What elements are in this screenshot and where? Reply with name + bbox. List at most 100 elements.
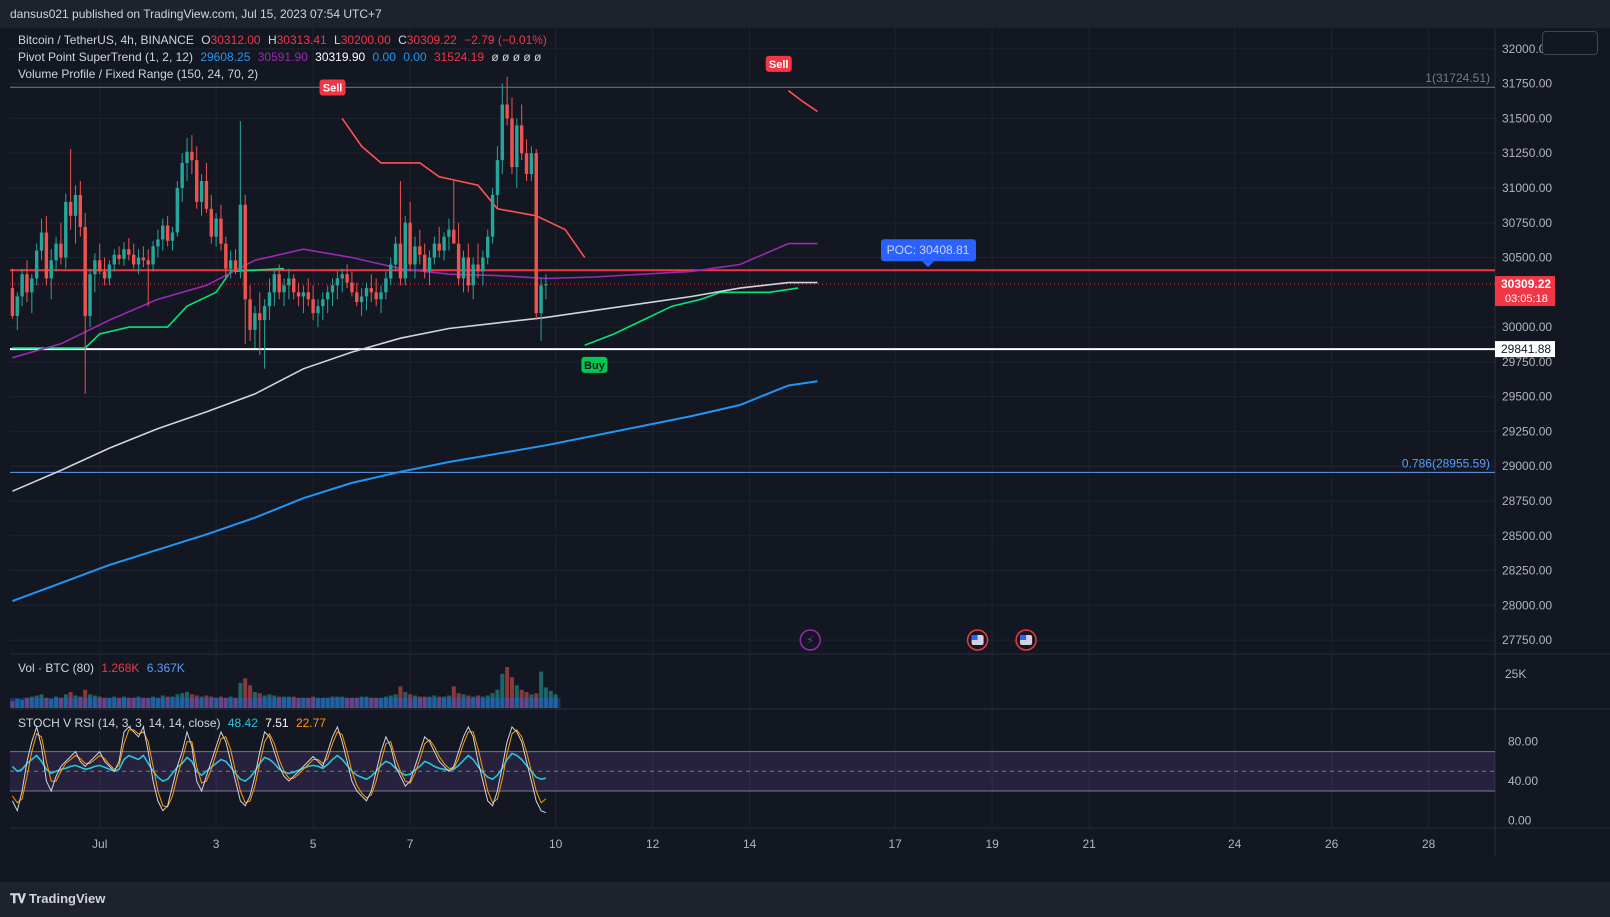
signal-label-sell: Sell: [769, 59, 789, 71]
candle-body: [165, 225, 170, 241]
volume-bar: [422, 696, 427, 708]
volume-bar: [539, 671, 544, 708]
time-tick-label: 10: [549, 837, 563, 851]
price-tick-label: 28500.00: [1502, 529, 1552, 543]
tradingview-logo[interactable]: 𝐓𝐕 TradingView: [10, 891, 105, 907]
candle-body: [54, 243, 58, 261]
legend-volume-profile[interactable]: Volume Profile / Fixed Range (150, 24, 7…: [18, 67, 262, 81]
candle-body: [437, 243, 441, 251]
volume-bar: [73, 695, 78, 708]
volume-bar: [29, 696, 34, 708]
volume-bar: [359, 696, 364, 708]
candle-body: [481, 257, 485, 272]
candle-body: [107, 264, 112, 279]
candle-body: [432, 243, 437, 258]
candle-body: [258, 313, 262, 321]
time-tick-label: 12: [646, 837, 660, 851]
candle-body: [175, 187, 180, 233]
signal-badge-sell: [765, 55, 792, 72]
candle-body: [214, 218, 218, 237]
candle-body: [25, 274, 29, 293]
candle-body: [131, 254, 136, 265]
fib-label: 1(31724.51): [1425, 71, 1490, 85]
volume-bar: [68, 692, 73, 708]
volume-bar: [44, 697, 49, 708]
volume-bar: [185, 692, 190, 708]
candle-body: [534, 153, 538, 314]
candle-body: [98, 260, 102, 272]
volume-bar: [63, 694, 68, 708]
volume-value-1: 1.268K: [101, 661, 140, 675]
volume-bar: [543, 687, 548, 708]
supertrend-value-6: 31524.19: [433, 50, 485, 64]
chart-svg[interactable]: Sell Sell Buy POC: 30408.81 1(31724.51) 0.786…: [10, 28, 1610, 882]
volume-bar: [383, 696, 388, 708]
volume-bar: [369, 697, 374, 708]
legend-stoch-rsi[interactable]: STOCH V RSI (14, 3, 3, 14, 14, close) 48…: [18, 716, 330, 730]
chart-area[interactable]: Sell Sell Buy POC: 30408.81 1(31724.51) 0.786…: [10, 28, 1610, 882]
us-flag-event-icon-canton: [1020, 635, 1027, 640]
candle-body: [262, 306, 267, 321]
candle-body: [185, 151, 189, 163]
price-tick-label: 30000.00: [1502, 320, 1552, 334]
legend-c-label: C: [398, 33, 407, 47]
volume-bar: [233, 697, 238, 708]
volume-bar: [243, 678, 248, 708]
volume-bar: [446, 695, 451, 708]
candle-body: [170, 232, 175, 241]
legend-supertrend[interactable]: Pivot Point SuperTrend (1, 2, 12) 29608.…: [18, 50, 545, 64]
candle-body: [161, 225, 165, 240]
candle-body: [122, 249, 126, 259]
candle-body: [345, 274, 349, 283]
volume-bar: [214, 697, 219, 708]
volume-bar: [194, 695, 199, 708]
volume-bar: [267, 694, 272, 708]
stoch-value-1: 48.42: [227, 716, 258, 730]
time-tick-label: 19: [985, 837, 999, 851]
price-tick-label: 32000.00: [1502, 42, 1552, 56]
candle-body: [321, 299, 325, 307]
volume-bar: [170, 696, 175, 708]
candle-body: [301, 292, 306, 297]
tradingview-brand: TradingView: [29, 891, 106, 906]
countdown-label: 03:05:18: [1505, 293, 1548, 305]
price-tick-label: 28250.00: [1502, 564, 1552, 578]
legend-volume[interactable]: Vol · BTC (80) 1.268K 6.367K: [18, 661, 189, 675]
series-line-supertrend-down-2: [787, 89, 818, 113]
candle-body: [456, 243, 461, 279]
volume-bar: [514, 685, 519, 708]
candle-body: [519, 125, 524, 154]
supertrend-value-5: 0.00: [403, 50, 427, 64]
candle-body: [393, 243, 398, 265]
chart-menu-button[interactable]: [1542, 31, 1598, 55]
volume-bar: [24, 697, 29, 708]
candle-body: [524, 153, 529, 175]
candle-body: [180, 162, 184, 188]
volume-bar: [155, 697, 160, 708]
candle-body: [452, 229, 456, 244]
price-tick-label: 31000.00: [1502, 181, 1552, 195]
candle-body: [466, 257, 471, 286]
legend-h-label: H: [267, 33, 277, 47]
candle-body: [379, 292, 383, 300]
volume-bar: [97, 696, 102, 708]
volume-bar: [141, 697, 146, 708]
candle-body: [325, 292, 330, 300]
volume-bar: [126, 697, 131, 708]
stoch-k-line: [11, 725, 547, 814]
candle-body: [316, 306, 320, 314]
volume-bar: [471, 696, 476, 708]
candle-body: [398, 243, 403, 279]
volume-axis-label: 25K: [1505, 667, 1526, 681]
candle-body: [384, 278, 388, 293]
candle-body: [127, 249, 131, 255]
candle-body: [311, 299, 315, 314]
volume-bar: [398, 686, 403, 708]
legend-l-label: L: [334, 33, 341, 47]
supertrend-value-2: 30591.90: [257, 50, 308, 64]
candle-body: [102, 271, 107, 279]
candle-body: [476, 264, 480, 272]
legend-main: Bitcoin / TetherUS, 4h, BINANCE O30312.0…: [18, 33, 551, 47]
volume-bar: [180, 693, 185, 708]
top-bar: dansus021 published on TradingView.com, …: [0, 0, 1610, 28]
